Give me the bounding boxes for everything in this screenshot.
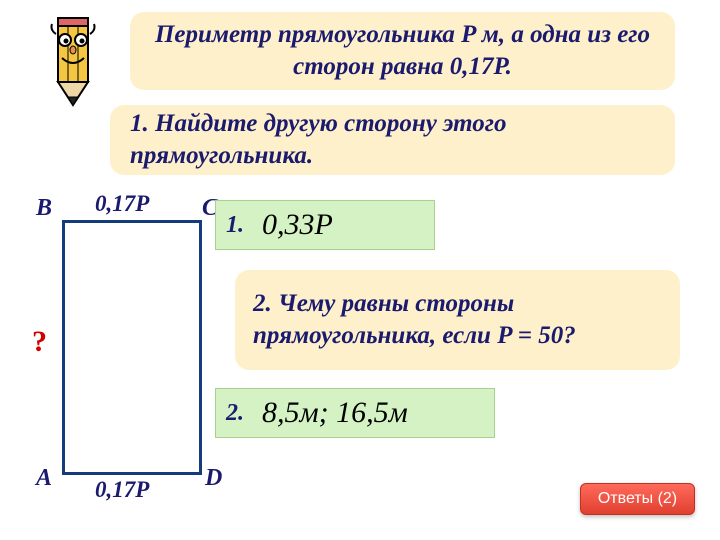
pencil-icon <box>30 10 110 110</box>
side-label-bottom: 0,17P <box>95 477 149 503</box>
answers-button[interactable]: Ответы (2) <box>580 483 695 515</box>
answer-1-box: 1. 0,33P <box>215 200 435 250</box>
problem-statement-box: Периметр прямоугольника P м, а одна из е… <box>130 12 675 90</box>
vertex-b: B <box>36 195 52 222</box>
answer-2-box: 2. 8,5м; 16,5м <box>215 388 495 438</box>
problem-statement: Периметр прямоугольника P м, а одна из е… <box>150 19 655 84</box>
rectangle-shape <box>62 220 202 475</box>
answer-1-value: 0,33P <box>262 208 333 242</box>
question-2: 2. Чему равны стороны прямоугольника, ес… <box>253 288 662 353</box>
unknown-side: ? <box>32 325 47 359</box>
rectangle-figure: B C A D 0,17P 0,17P ? <box>40 195 240 505</box>
side-label-top: 0,17P <box>95 191 149 217</box>
vertex-a: A <box>36 465 52 492</box>
question-2-box: 2. Чему равны стороны прямоугольника, ес… <box>235 270 680 370</box>
question-1: 1. Найдите другую сторону этого прямоуго… <box>130 108 655 173</box>
answers-button-label: Ответы (2) <box>598 490 677 508</box>
answer-2-number: 2. <box>226 400 244 427</box>
vertex-d: D <box>205 465 222 492</box>
answer-2-value: 8,5м; 16,5м <box>262 396 408 430</box>
question-1-box: 1. Найдите другую сторону этого прямоуго… <box>110 105 675 175</box>
answer-1-number: 1. <box>226 212 244 239</box>
